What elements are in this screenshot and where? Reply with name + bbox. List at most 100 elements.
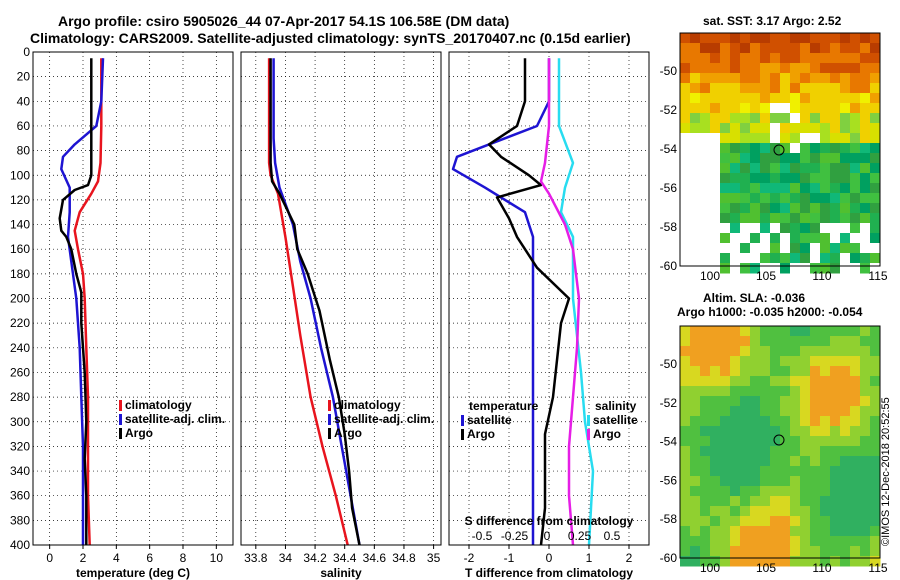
map-cell bbox=[870, 263, 881, 274]
y-tick-label: 280 bbox=[10, 390, 30, 404]
map-cell bbox=[870, 456, 881, 467]
map-cell bbox=[860, 263, 871, 274]
x-tick-label: 0 bbox=[46, 551, 53, 565]
map-cell bbox=[820, 113, 831, 124]
map-cell bbox=[680, 83, 691, 94]
panel-temperature: 0 2 4 6 8 10 temperature (deg C) 0 20 40 60 80 100 12… bbox=[10, 45, 234, 580]
map-cell bbox=[680, 556, 691, 567]
map-cell bbox=[700, 63, 711, 74]
map-cell bbox=[710, 213, 721, 224]
map-cell bbox=[830, 506, 841, 517]
y-tick-label: 80 bbox=[17, 144, 31, 158]
map-cell bbox=[750, 446, 761, 457]
map-cell bbox=[760, 346, 771, 357]
map-cell bbox=[790, 476, 801, 487]
map-cell bbox=[840, 263, 851, 274]
map-cell bbox=[750, 376, 761, 387]
map-cell bbox=[740, 496, 751, 507]
map-cell bbox=[740, 436, 751, 447]
map-cell bbox=[750, 203, 761, 214]
map-cell bbox=[850, 203, 861, 214]
map-cell bbox=[840, 103, 851, 114]
plot-frame bbox=[32, 51, 234, 546]
map-cell bbox=[730, 73, 741, 84]
map-cell bbox=[860, 93, 871, 104]
map-cell bbox=[750, 213, 761, 224]
map-cell bbox=[820, 233, 831, 244]
map-cell bbox=[750, 183, 761, 194]
map-cell bbox=[730, 466, 741, 477]
map-cell bbox=[800, 163, 811, 174]
map-cell bbox=[870, 53, 881, 64]
map-cell bbox=[720, 446, 731, 457]
map-cell bbox=[850, 253, 861, 264]
map-cell bbox=[730, 366, 741, 377]
map-cell bbox=[720, 556, 731, 567]
map-cell bbox=[840, 426, 851, 437]
map-cell bbox=[850, 516, 861, 527]
map-cell bbox=[740, 416, 751, 427]
map-cell bbox=[790, 223, 801, 234]
map-cell bbox=[850, 173, 861, 184]
map-cell bbox=[720, 133, 731, 144]
map-cell bbox=[740, 83, 751, 94]
map-x-tick: 105 bbox=[756, 561, 776, 575]
map-cell bbox=[800, 426, 811, 437]
map-cell bbox=[750, 416, 761, 427]
map-cell bbox=[710, 193, 721, 204]
legend-title-salinity: salinity bbox=[595, 399, 637, 413]
map-cell bbox=[850, 506, 861, 517]
map-cell bbox=[680, 546, 691, 557]
map-cell bbox=[850, 33, 861, 44]
map-cell bbox=[690, 336, 701, 347]
map-cell bbox=[760, 496, 771, 507]
map-cell bbox=[820, 133, 831, 144]
map-cell bbox=[860, 506, 871, 517]
map-cell bbox=[770, 213, 781, 224]
map-cell bbox=[800, 103, 811, 114]
map-cell bbox=[700, 526, 711, 537]
map-cell bbox=[790, 193, 801, 204]
sla-title2: Argo h1000: -0.035 h2000: -0.054 bbox=[677, 305, 863, 319]
map-cell bbox=[840, 546, 851, 557]
map-cell bbox=[840, 63, 851, 74]
map-cell bbox=[870, 213, 881, 224]
map-cell bbox=[800, 183, 811, 194]
map-cell bbox=[740, 426, 751, 437]
map-cell bbox=[720, 366, 731, 377]
map-cell bbox=[740, 326, 751, 337]
map-cell bbox=[770, 73, 781, 84]
map-y-tick: -56 bbox=[660, 473, 678, 487]
map-cell bbox=[700, 506, 711, 517]
map-cell bbox=[840, 496, 851, 507]
map-cell bbox=[710, 83, 721, 94]
x-tick-label: 34 bbox=[279, 551, 293, 565]
title-line1: Argo profile: csiro 5905026_44 07-Apr-20… bbox=[58, 13, 509, 29]
map-cell bbox=[790, 33, 801, 44]
map-cell bbox=[770, 263, 781, 274]
map-cell bbox=[780, 183, 791, 194]
map-cell bbox=[810, 163, 821, 174]
map-cell bbox=[760, 143, 771, 154]
map-cell bbox=[840, 213, 851, 224]
map-cell bbox=[790, 406, 801, 417]
map-cell bbox=[720, 203, 731, 214]
y-tick-label: 340 bbox=[10, 464, 30, 478]
x-tick-label: -2 bbox=[464, 551, 475, 565]
map-cell bbox=[790, 526, 801, 537]
legend-label: climatology bbox=[125, 398, 192, 412]
map-cell bbox=[800, 326, 811, 337]
map-cell bbox=[790, 263, 801, 274]
map-cell bbox=[700, 436, 711, 447]
map-y-tick: -50 bbox=[660, 64, 678, 78]
map-cell bbox=[780, 556, 791, 567]
map-cell bbox=[680, 143, 691, 154]
map-cell bbox=[750, 496, 761, 507]
legend-swatch bbox=[587, 415, 590, 426]
map-cell bbox=[690, 253, 701, 264]
map-cell bbox=[700, 516, 711, 527]
map-cell bbox=[810, 466, 821, 477]
map-cell bbox=[710, 416, 721, 427]
map-cell bbox=[810, 193, 821, 204]
map-cell bbox=[690, 213, 701, 224]
